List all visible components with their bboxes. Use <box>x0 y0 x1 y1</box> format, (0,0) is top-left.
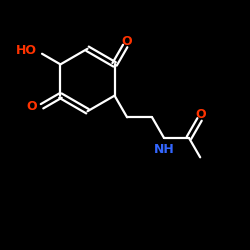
Text: O: O <box>196 108 206 122</box>
Text: O: O <box>26 100 36 113</box>
Text: HO: HO <box>16 44 36 57</box>
Text: O: O <box>121 35 132 48</box>
Text: NH: NH <box>154 143 174 156</box>
